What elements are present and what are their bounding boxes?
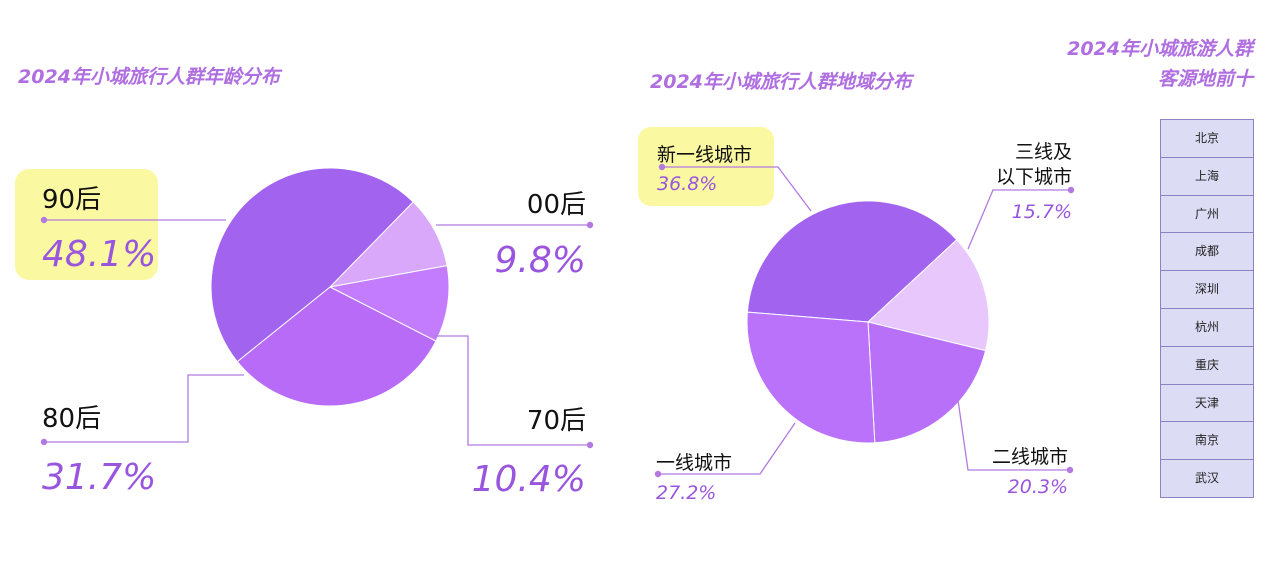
top-cities-table: 北京 上海 广州 成都 深圳 杭州 重庆 天津 南京 武汉 [1160,119,1254,498]
city-row: 武汉 [1161,460,1253,497]
label-tier3-category-line2: 以下城市 [996,166,1072,188]
label-new-tier1-category: 新一线城市 [657,144,752,166]
region-chart-title: 2024年小城旅行人群地域分布 [650,71,912,93]
label-70-category: 70后 [527,406,586,436]
age-chart-title: 2024年小城旅行人群年龄分布 [18,66,280,88]
region-leader-new-tier1 [662,166,812,212]
region-leader-tier1-dot [654,470,662,478]
age-pie-slice-3 [210,167,414,363]
label-80-value: 31.7% [42,457,156,498]
top-cities-title: 2024年小城旅游人群 客源地前十 [1067,34,1253,94]
age-pie-slice-2 [236,286,437,407]
label-70-value: 10.4% [472,459,586,500]
top-cities-title-line1: 2024年小城旅游人群 [1067,38,1253,60]
city-row: 南京 [1161,422,1253,461]
label-80-category: 80后 [42,404,101,434]
label-new-tier1-value: 36.8% [657,173,717,195]
city-row: 上海 [1161,157,1253,196]
label-tier3-value: 15.7% [1012,201,1072,223]
age-pie-slice-1 [328,264,450,342]
age-leader-90-dot [40,216,48,224]
region-pie-slice-0 [746,200,958,323]
city-row: 北京 [1161,120,1253,158]
highlight-box-90 [15,169,158,280]
label-tier2-category: 二线城市 [992,446,1068,468]
region-leader-tier3 [967,189,1071,250]
city-row: 杭州 [1161,308,1253,347]
age-pie-slice-0 [328,201,448,288]
region-pie-slice-3 [746,311,876,444]
region-leader-tier2 [957,399,1070,471]
city-row: 天津 [1161,384,1253,423]
top-cities-title-line2: 客源地前十 [1157,68,1253,90]
label-tier2-value: 20.3% [1008,476,1068,498]
city-row: 成都 [1161,233,1253,272]
age-leader-70-dot [586,441,594,449]
label-tier3-category-line1: 三线及 [1015,141,1072,163]
region-pie-slice-2 [867,321,987,444]
label-tier1-value: 27.2% [656,482,716,504]
city-row: 深圳 [1161,271,1253,309]
region-leader-tier2-dot [1066,466,1074,474]
region-pie-slice-1 [866,239,990,352]
region-leader-tier1 [658,422,796,475]
label-90-category: 90后 [42,185,101,215]
region-leader-new-tier1-dot [658,163,666,171]
label-00-category: 00后 [527,190,586,220]
city-row: 广州 [1161,195,1253,234]
city-row: 重庆 [1161,346,1253,385]
age-leader-00-dot [586,221,594,229]
label-90-value: 48.1% [42,234,156,275]
age-leader-70 [433,335,590,446]
label-tier1-category: 一线城市 [656,452,732,474]
age-leader-80 [44,374,244,443]
region-leader-tier3-dot [1067,186,1075,194]
age-leader-80-dot [40,438,48,446]
label-00-value: 9.8% [495,240,586,281]
